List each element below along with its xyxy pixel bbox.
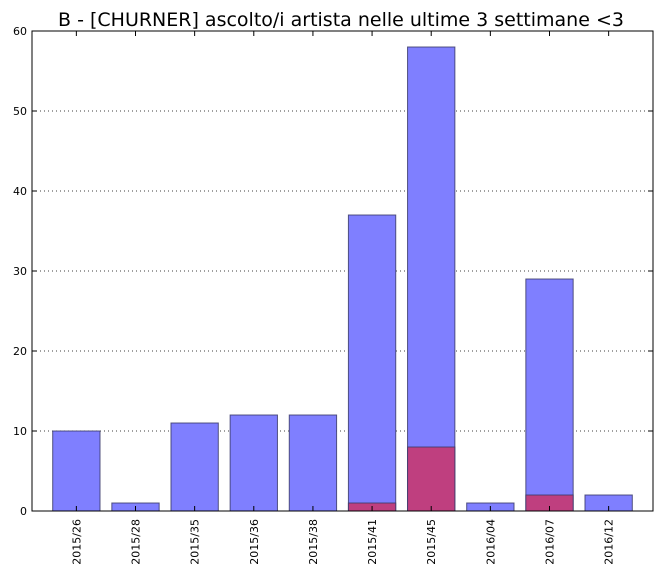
y-tick-label: 50 — [13, 105, 27, 118]
y-axis-ticks: 0 10 20 30 40 50 60 — [13, 25, 653, 518]
x-tick-label: 2015/45 — [425, 519, 438, 565]
x-tick-label: 2015/26 — [70, 519, 83, 565]
bar-series-1 — [407, 46, 456, 512]
x-tick-label: 2015/36 — [248, 519, 261, 565]
y-tick-label: 60 — [13, 25, 27, 38]
y-tick-label: 0 — [20, 505, 27, 518]
x-tick-label: 2015/28 — [130, 519, 143, 565]
bar-series-1 — [347, 214, 397, 512]
y-tick-label: 40 — [13, 185, 27, 198]
x-axis-ticks: 2015/26 2015/28 2015/35 2015/36 2015/38 2015/… — [70, 31, 616, 565]
x-tick-label: 2016/12 — [603, 519, 616, 565]
bar-series-1 — [170, 422, 219, 512]
y-tick-label: 10 — [13, 425, 27, 438]
y-tick-label: 30 — [13, 265, 27, 278]
bar-series-1 — [229, 414, 278, 512]
x-tick-label: 2015/41 — [366, 519, 379, 565]
y-tick-label: 20 — [13, 345, 27, 358]
x-tick-label: 2016/04 — [484, 519, 497, 565]
bar-series-2 — [407, 446, 456, 512]
x-tick-label: 2016/07 — [544, 519, 557, 565]
x-tick-label: 2015/38 — [307, 519, 320, 565]
chart-title: B - [CHURNER] ascolto/i artista nelle ul… — [58, 9, 624, 31]
x-tick-label: 2015/35 — [189, 519, 202, 565]
bar-series-1 — [52, 430, 101, 512]
bars — [52, 46, 633, 512]
bar-series-1 — [525, 278, 574, 512]
bar-series-1 — [288, 414, 338, 512]
